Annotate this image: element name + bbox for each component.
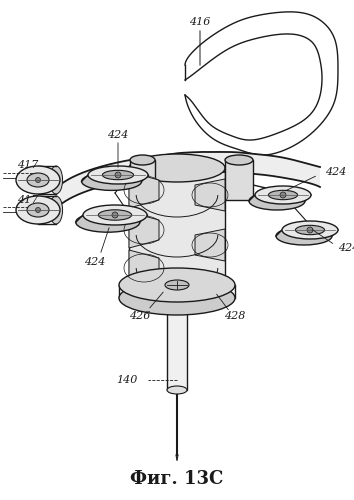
Ellipse shape: [50, 166, 63, 194]
Circle shape: [35, 208, 40, 212]
Ellipse shape: [16, 196, 60, 224]
Polygon shape: [195, 229, 225, 261]
Ellipse shape: [27, 173, 49, 187]
Ellipse shape: [282, 221, 338, 239]
Ellipse shape: [268, 190, 298, 200]
Circle shape: [35, 178, 40, 182]
Ellipse shape: [130, 155, 155, 165]
Ellipse shape: [76, 212, 140, 232]
Bar: [129, 168, 225, 290]
Ellipse shape: [129, 276, 225, 304]
Text: 424: 424: [325, 167, 346, 177]
Ellipse shape: [129, 154, 225, 182]
Ellipse shape: [119, 268, 235, 302]
Ellipse shape: [225, 155, 253, 165]
Bar: [130, 160, 155, 200]
Ellipse shape: [167, 386, 187, 394]
Ellipse shape: [165, 280, 189, 290]
Ellipse shape: [82, 172, 142, 190]
Ellipse shape: [50, 196, 63, 224]
Ellipse shape: [88, 166, 148, 184]
Ellipse shape: [255, 186, 311, 204]
Text: 416: 416: [189, 17, 211, 27]
Polygon shape: [129, 250, 159, 286]
Circle shape: [307, 227, 313, 233]
Ellipse shape: [98, 210, 132, 220]
Ellipse shape: [119, 281, 235, 315]
Circle shape: [280, 192, 286, 198]
Polygon shape: [129, 172, 159, 208]
Ellipse shape: [16, 166, 60, 194]
Bar: [225, 160, 253, 200]
Circle shape: [115, 172, 121, 178]
Text: 417: 417: [17, 195, 39, 205]
Text: 424: 424: [84, 257, 106, 267]
Polygon shape: [195, 179, 225, 211]
Text: 417: 417: [17, 160, 39, 170]
Ellipse shape: [249, 192, 305, 210]
Text: 424: 424: [338, 243, 354, 253]
Text: 428: 428: [224, 311, 246, 321]
Text: 426: 426: [129, 311, 151, 321]
Ellipse shape: [276, 227, 332, 245]
Text: 424: 424: [107, 130, 129, 140]
Polygon shape: [129, 212, 159, 248]
Text: Фиг. 13C: Фиг. 13C: [130, 470, 224, 488]
Bar: [167, 305, 187, 390]
Text: 140: 140: [116, 375, 138, 385]
Ellipse shape: [83, 205, 147, 225]
Polygon shape: [60, 152, 320, 205]
Ellipse shape: [296, 226, 325, 234]
Ellipse shape: [27, 203, 49, 217]
Circle shape: [112, 212, 118, 218]
Ellipse shape: [102, 170, 133, 179]
